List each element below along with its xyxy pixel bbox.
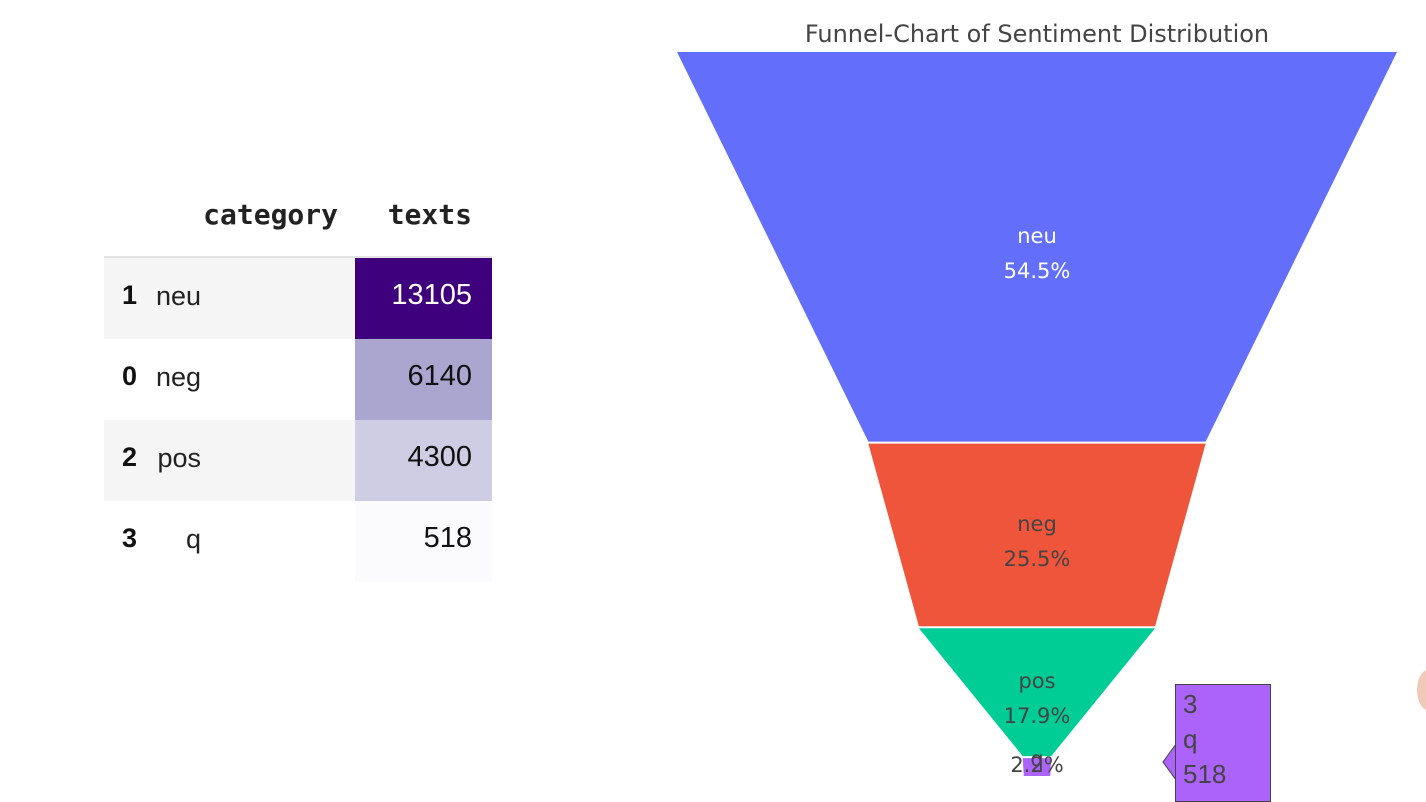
category-cell: neg [155, 362, 201, 392]
hover-index: 3 [1183, 689, 1198, 719]
funnel-segment-neu[interactable] [677, 52, 1397, 442]
row-index: 1 [122, 280, 138, 310]
texts-cell: 13105 [355, 258, 492, 339]
segment-percent-pos: 17.9% [1004, 704, 1071, 728]
segment-label-neu: neu [1017, 224, 1057, 248]
edge-decoration [1417, 670, 1426, 710]
row-index: 0 [122, 361, 138, 391]
segment-label-q: q [1030, 747, 1043, 771]
segment-label-pos: pos [1018, 669, 1055, 693]
category-cell: pos [157, 443, 201, 473]
table-header: category texts [104, 190, 492, 258]
texts-cell: 518 [355, 501, 492, 582]
funnel-segment-pos[interactable] [918, 628, 1156, 757]
dataframe-table: category texts 1 neu 13105 0 neg 6140 2 … [104, 190, 492, 582]
hover-category: q [1183, 724, 1198, 754]
chart-title: Funnel-Chart of Sentiment Distribution [804, 20, 1270, 48]
texts-cell: 4300 [355, 420, 492, 501]
texts-cell: 6140 [355, 339, 492, 420]
segment-label-neg: neg [1017, 512, 1057, 536]
table-body: 1 neu 13105 0 neg 6140 2 pos 4300 3 q 51… [104, 258, 492, 582]
segment-percent-neg: 25.5% [1004, 547, 1071, 571]
funnel-segment-neg[interactable] [868, 443, 1206, 627]
segment-percent-q: 2.2% [1010, 753, 1063, 777]
hover-value: 518 [1183, 759, 1227, 789]
table-row: 0 neg 6140 [104, 339, 492, 420]
category-cell: neu [155, 281, 201, 311]
funnel-segment-q[interactable] [1022, 758, 1052, 776]
table-row: 3 q 518 [104, 501, 492, 582]
table-row: 2 pos 4300 [104, 420, 492, 501]
column-header-category: category [203, 198, 338, 231]
table-row: 1 neu 13105 [104, 258, 492, 339]
hover-tooltip: 3 q 518 [1175, 684, 1271, 802]
category-cell: q [185, 524, 201, 554]
column-header-texts: texts [387, 198, 472, 231]
row-index: 3 [122, 523, 138, 553]
segment-percent-neu: 54.5% [1004, 259, 1071, 283]
row-index: 2 [122, 442, 138, 472]
